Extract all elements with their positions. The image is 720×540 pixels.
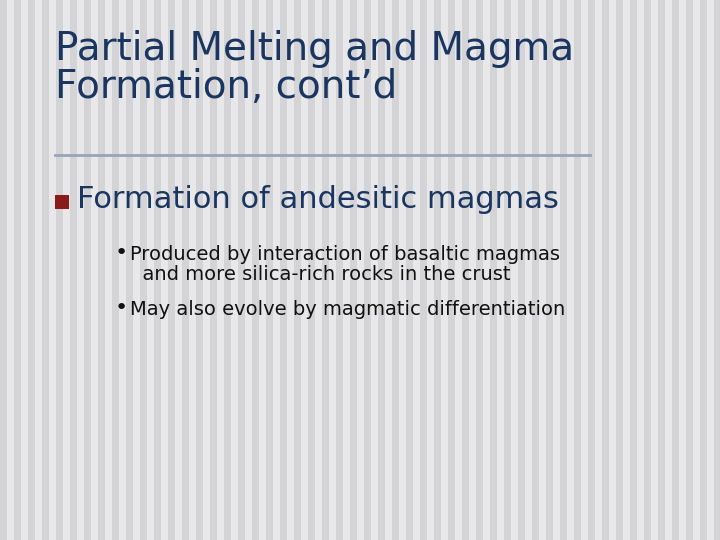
Bar [700,0,707,540]
Bar [168,0,175,540]
Bar [238,0,245,540]
Bar [448,0,455,540]
Bar [392,0,399,540]
Bar [644,0,651,540]
Bar [504,0,511,540]
Bar [588,0,595,540]
Text: May also evolve by magmatic differentiation: May also evolve by magmatic differentiat… [130,300,565,319]
Bar [294,0,301,540]
Bar [518,0,525,540]
Bar [56,0,63,540]
Bar [70,0,77,540]
Bar [350,0,357,540]
Bar [252,0,259,540]
Bar [140,0,147,540]
Bar [714,0,720,540]
Text: Formation, cont’d: Formation, cont’d [55,68,397,106]
Bar [84,0,91,540]
Bar [280,0,287,540]
Bar [364,0,371,540]
Text: Formation of andesitic magmas: Formation of andesitic magmas [77,186,559,214]
Bar [658,0,665,540]
Bar [602,0,609,540]
Bar [672,0,679,540]
Bar [98,0,105,540]
Bar [476,0,483,540]
Bar [42,0,49,540]
Bar [434,0,441,540]
Bar [462,0,469,540]
Bar [532,0,539,540]
Bar [616,0,623,540]
Bar [630,0,637,540]
Bar [14,0,21,540]
Bar [210,0,217,540]
Bar [112,0,119,540]
Bar [490,0,497,540]
Bar [182,0,189,540]
Bar [28,0,35,540]
Bar [574,0,581,540]
Text: Partial Melting and Magma: Partial Melting and Magma [55,30,574,68]
Bar [378,0,385,540]
Text: •: • [115,243,128,263]
Bar [154,0,161,540]
Bar [55,195,69,209]
Bar [126,0,133,540]
Text: •: • [115,298,128,318]
Bar [308,0,315,540]
Bar [266,0,273,540]
Bar [0,0,7,540]
Bar [196,0,203,540]
Bar [420,0,427,540]
Bar [406,0,413,540]
Bar [686,0,693,540]
Bar [546,0,553,540]
Text: Produced by interaction of basaltic magmas: Produced by interaction of basaltic magm… [130,245,560,264]
Text: and more silica-rich rocks in the crust: and more silica-rich rocks in the crust [130,265,510,284]
Bar [224,0,231,540]
Bar [560,0,567,540]
Bar [336,0,343,540]
Bar [322,0,329,540]
